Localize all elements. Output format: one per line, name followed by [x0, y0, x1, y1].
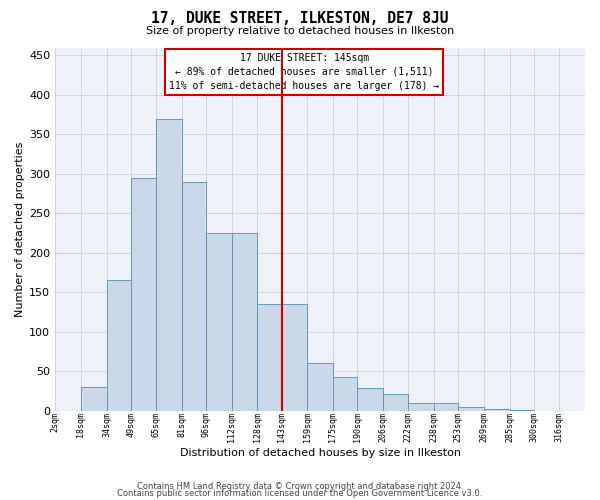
- Text: Size of property relative to detached houses in Ilkeston: Size of property relative to detached ho…: [146, 26, 454, 36]
- Bar: [157, 118, 182, 410]
- Bar: [81, 387, 107, 410]
- Bar: [434, 402, 458, 410]
- Bar: [107, 280, 131, 410]
- Text: Contains HM Land Registry data © Crown copyright and database right 2024.: Contains HM Land Registry data © Crown c…: [137, 482, 463, 491]
- Bar: [182, 182, 206, 410]
- Bar: [333, 378, 357, 410]
- Bar: [307, 363, 333, 410]
- Text: 17 DUKE STREET: 145sqm
← 89% of detached houses are smaller (1,511)
11% of semi-: 17 DUKE STREET: 145sqm ← 89% of detached…: [169, 53, 439, 91]
- X-axis label: Distribution of detached houses by size in Ilkeston: Distribution of detached houses by size …: [179, 448, 461, 458]
- Bar: [458, 406, 484, 410]
- Bar: [232, 233, 257, 410]
- Bar: [357, 388, 383, 410]
- Bar: [409, 402, 434, 410]
- Bar: [131, 178, 157, 410]
- Text: 17, DUKE STREET, ILKESTON, DE7 8JU: 17, DUKE STREET, ILKESTON, DE7 8JU: [151, 11, 449, 26]
- Y-axis label: Number of detached properties: Number of detached properties: [15, 142, 25, 316]
- Bar: [281, 304, 307, 410]
- Text: Contains public sector information licensed under the Open Government Licence v3: Contains public sector information licen…: [118, 490, 482, 498]
- Bar: [206, 233, 232, 410]
- Bar: [383, 394, 409, 410]
- Bar: [484, 409, 509, 410]
- Bar: [257, 304, 281, 410]
